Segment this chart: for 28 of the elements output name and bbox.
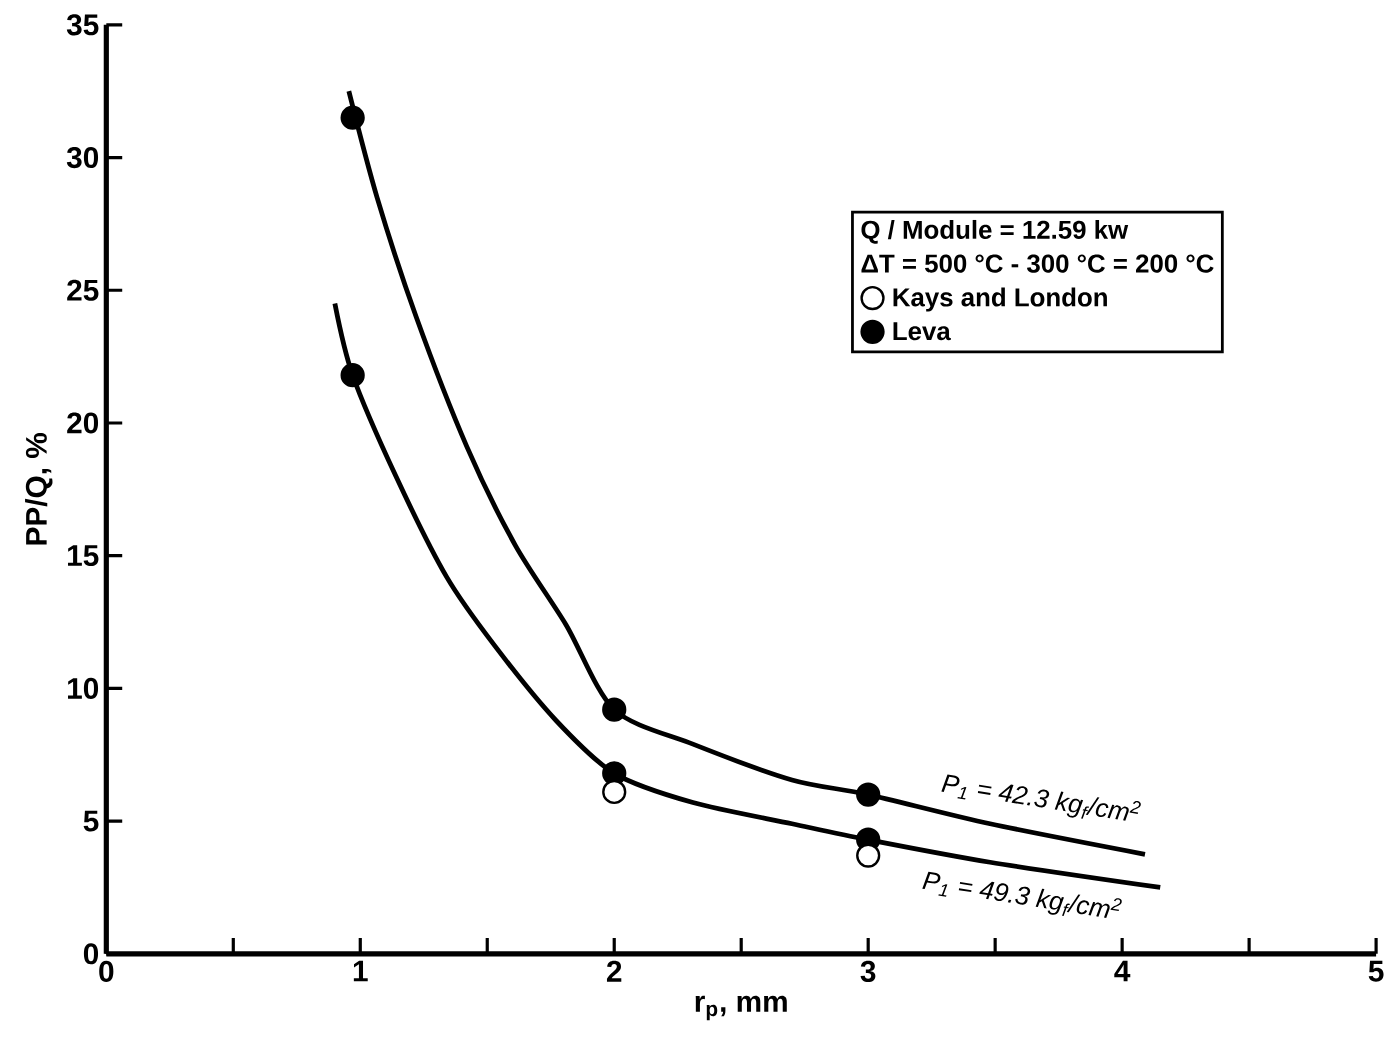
point xyxy=(602,697,627,722)
point xyxy=(340,362,365,388)
y-tick-label: 20 xyxy=(67,412,99,434)
x-tick-label: 1 xyxy=(353,960,368,982)
y-tick-label: 30 xyxy=(66,146,99,169)
y-tick-label: 15 xyxy=(68,545,99,566)
x-axis-title: r$_{p}$, mm xyxy=(695,995,787,1021)
point xyxy=(856,843,881,868)
point xyxy=(602,779,627,804)
y-tick-label: 25 xyxy=(67,279,99,301)
x-tick-label: 5 xyxy=(1368,960,1384,982)
legend-label: Leva xyxy=(893,322,951,341)
y-tick-label: 35 xyxy=(66,14,99,36)
y-tick-label: 5 xyxy=(83,810,99,832)
x-tick-label: 0 xyxy=(99,960,114,982)
y-axis-title: PP/Q, % xyxy=(25,432,53,545)
legend-label: Kays and London xyxy=(893,287,1107,312)
annotation: ΔT = 500 °C - 300 °C = 200 °C xyxy=(861,254,1214,273)
point xyxy=(340,105,365,130)
annotation: P$_{1}$ = 49.3 kg$_{f}$/cm$^{2}$ xyxy=(922,871,1122,918)
annotation: Q / Module = 12.59 kw xyxy=(861,219,1129,244)
y-tick-label: 0 xyxy=(83,943,99,965)
annotation: P$_{1}$ = 42.3 kg$_{f}$/cm$^{2}$ xyxy=(941,774,1141,821)
x-tick-label: 3 xyxy=(860,960,876,982)
x-tick-label: 2 xyxy=(606,960,622,982)
y-tick-label: 10 xyxy=(68,677,99,699)
x-tick-label: 4 xyxy=(1114,960,1131,982)
point xyxy=(856,782,881,807)
